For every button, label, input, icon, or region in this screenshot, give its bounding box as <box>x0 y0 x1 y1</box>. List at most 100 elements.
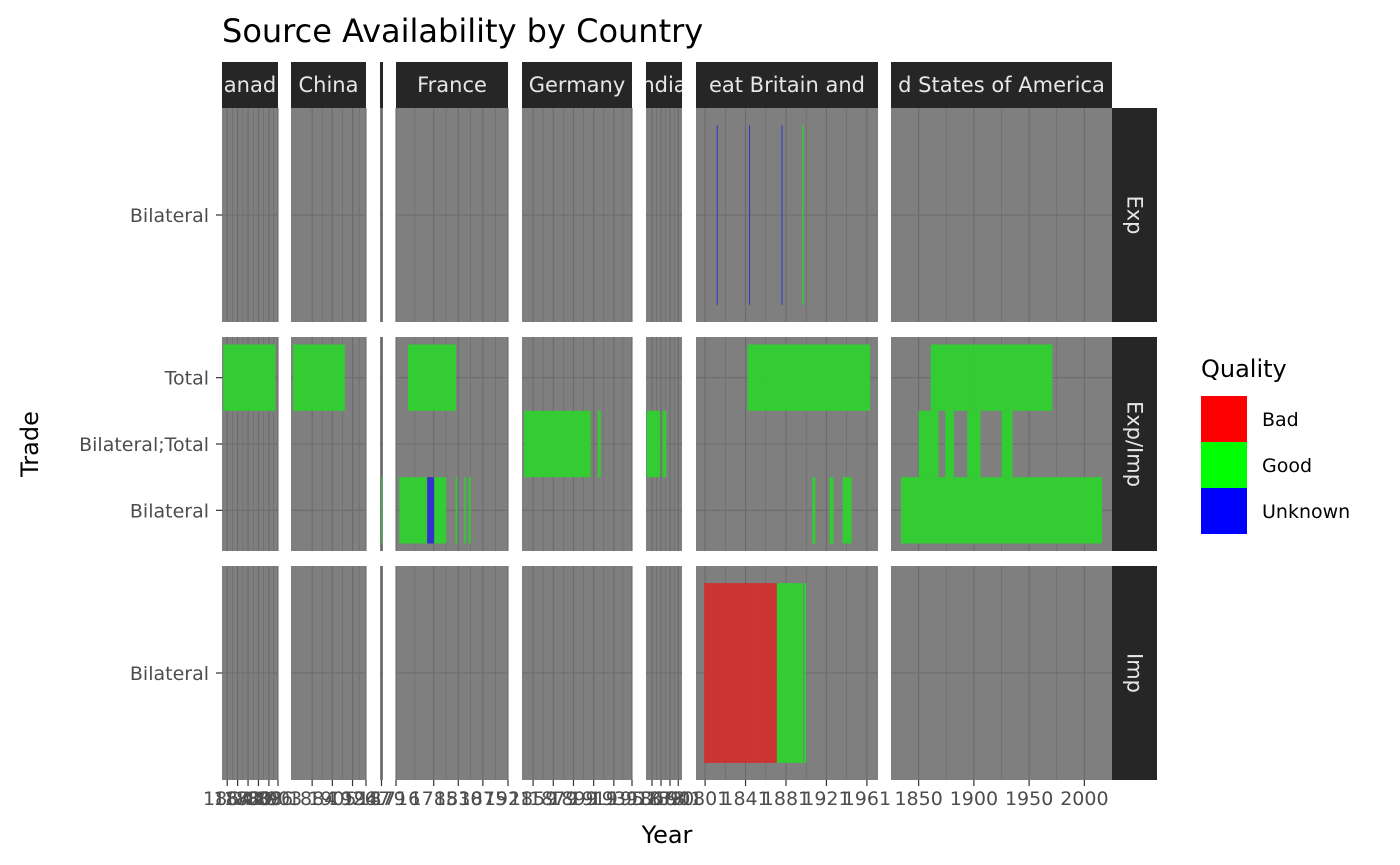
tile-good <box>812 477 816 544</box>
x-tick-label: 1859 <box>509 788 557 810</box>
x-tick-label: 1785 <box>410 788 458 810</box>
strip-label-imp: Imp <box>1123 653 1147 693</box>
strip-label-france: France <box>417 73 487 97</box>
tile-good <box>973 344 1019 411</box>
strip-blank <box>380 62 383 108</box>
legend-key-unknown <box>1201 488 1247 534</box>
tile-good <box>900 477 1103 544</box>
tile-good <box>1018 344 1053 411</box>
tile-good <box>468 477 471 544</box>
strip-france <box>396 62 508 108</box>
strip-label-india: ndia <box>641 73 686 97</box>
y-tick-label: Total <box>164 368 209 390</box>
tile-good <box>524 410 591 478</box>
legend-label-good: Good <box>1262 455 1312 477</box>
tile-good <box>399 477 428 544</box>
x-tick-label: 1801 <box>681 788 729 810</box>
tile-good <box>646 410 661 478</box>
legend-label-bad: Bad <box>1262 409 1299 431</box>
tile-good <box>1001 410 1013 478</box>
tile-good <box>945 410 954 478</box>
legend-title: Quality <box>1201 355 1287 383</box>
tile-unknown <box>716 125 718 305</box>
strip-imp <box>1112 566 1157 780</box>
x-tick-label: 1841 <box>721 788 769 810</box>
x-tick-label: 1961 <box>843 788 891 810</box>
y-tick-label: Bilateral <box>130 500 209 522</box>
x-tick-label: 1921 <box>484 788 532 810</box>
legend: Quality Bad Good Unknown <box>1201 355 1350 534</box>
x-axis-title: Year <box>641 821 693 849</box>
tile-good <box>408 344 450 411</box>
x-tick-label: 1901 <box>654 788 702 810</box>
tile-good <box>747 344 768 411</box>
strip-canada <box>222 62 278 108</box>
x-tick-label: 1950 <box>1005 788 1053 810</box>
x-tick-label: 1957 <box>608 788 656 810</box>
tile-good <box>767 344 798 411</box>
tile-good <box>464 477 466 544</box>
x-tick-label: 1878 <box>637 788 685 810</box>
y-tick-label: Bilateral;Total <box>79 434 209 456</box>
strip-united-states-of-america <box>891 62 1112 108</box>
strip-china <box>291 62 366 108</box>
tile-good <box>829 477 834 544</box>
tile-good <box>842 477 852 544</box>
tile-good <box>930 344 974 411</box>
legend-key-good <box>1201 442 1247 488</box>
x-tick-label: 1880 <box>224 788 272 810</box>
tile-good <box>776 583 804 763</box>
x-tick-label: 1716 <box>372 788 420 810</box>
tile-good <box>662 410 667 478</box>
x-tick-label: 1888 <box>234 788 282 810</box>
strip-india <box>646 62 682 108</box>
strip-label-united-states-of-america: d States of America <box>898 73 1105 97</box>
tile-good <box>455 477 458 544</box>
tile-good <box>597 410 601 478</box>
chart-title: Source Availability by Country <box>222 12 703 50</box>
x-tick-label: 1830 <box>434 788 482 810</box>
tile-good <box>804 583 807 763</box>
data-tiles <box>223 125 1103 763</box>
y-tick-label: Bilateral <box>130 663 209 685</box>
x-tick-label: 1905 <box>308 788 356 810</box>
tile-good <box>223 344 276 411</box>
tile-bad <box>704 583 755 763</box>
tile-unknown <box>781 125 783 305</box>
x-tick-label: 1903 <box>254 788 302 810</box>
tile-bad <box>754 583 777 763</box>
tile-good <box>292 344 345 411</box>
x-tick-label: 1921 <box>802 788 850 810</box>
tile-unknown <box>749 125 751 305</box>
x-tick-label: 1896 <box>245 788 293 810</box>
strip-label-great-britain-and-ireland: eat Britain and <box>709 73 865 97</box>
x-tick-label: 1884 <box>288 788 336 810</box>
x-tick-label: 1850 <box>894 788 942 810</box>
strip-label-exp: Exp <box>1123 195 1147 234</box>
strip-label-exp-imp: Exp/Imp <box>1123 401 1147 487</box>
tile-unknown <box>427 477 435 544</box>
tile-good <box>918 410 939 478</box>
strip-label-china: China <box>299 73 359 97</box>
x-tick-label: 1866 <box>628 788 676 810</box>
tile-good <box>449 344 457 411</box>
x-tick-label: 1864 <box>203 788 251 810</box>
x-tick-label: 2000 <box>1060 788 1108 810</box>
y-tick-label: Bilateral <box>130 205 209 227</box>
strip-label-canada: anad <box>224 73 276 97</box>
x-tick-label: 1875 <box>459 788 507 810</box>
x-tick-label: 1879 <box>357 788 405 810</box>
facet-strips: anad China France Germany ndia eat Britain an… <box>222 62 1157 780</box>
strip-germany <box>522 62 632 108</box>
x-tick-label: 1900 <box>950 788 998 810</box>
axes: Bilateral Bilateral Bilateral;Total Total Bi… <box>79 205 1108 810</box>
x-tick-label: 1926 <box>328 788 376 810</box>
x-tick-label: 1939 <box>590 788 638 810</box>
tile-good <box>802 125 804 305</box>
legend-key-bad <box>1201 396 1247 442</box>
legend-label-unknown: Unknown <box>1262 501 1350 523</box>
x-tick-label: 1919 <box>569 788 617 810</box>
strip-label-germany: Germany <box>529 73 626 97</box>
x-tick-label: 1890 <box>646 788 694 810</box>
